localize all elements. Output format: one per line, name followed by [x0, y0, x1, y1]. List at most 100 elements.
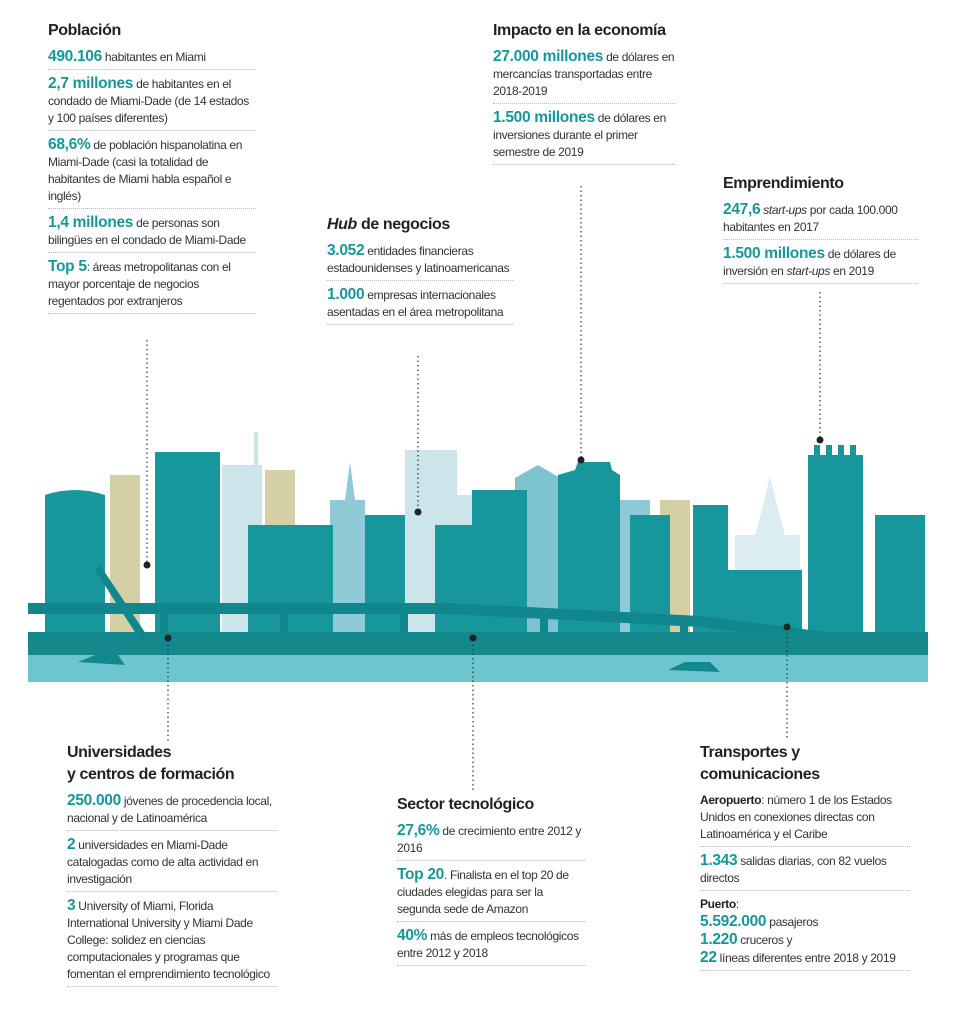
- text-line: 3.052 entidades financieras estadouniden…: [327, 242, 513, 277]
- text: Hub: [327, 216, 357, 233]
- figure: 2: [67, 836, 76, 853]
- text: universidades en Miami-Dade catalogadas …: [67, 838, 259, 886]
- text-line: 27,6% de crecimiento entre 2012 y 2016: [397, 822, 585, 857]
- figure: 3.052: [327, 242, 365, 259]
- text: Impacto en la economía: [493, 22, 666, 39]
- text: cruceros y: [737, 933, 793, 947]
- section: Población 490.106 habitantes en Miami 2,7 …: [48, 20, 256, 317]
- text-line: y centros de formación: [67, 764, 277, 786]
- text: pasajeros: [766, 915, 819, 929]
- text: empresas internacionales asentadas en el…: [327, 288, 504, 319]
- section-title: Hub de negocios: [327, 214, 513, 236]
- section-title: Población: [48, 20, 256, 42]
- text: Transportes y comunicaciones: [700, 744, 820, 783]
- section-title: Sector tecnológico: [397, 794, 585, 816]
- text: de población hispanolatina en Miami-Dade…: [48, 138, 243, 203]
- text-line: Top 20. Finalista en el top 20 de ciudad…: [397, 866, 585, 918]
- text: de personas son bilingües en el condado …: [48, 216, 246, 247]
- text: University of Miami, Florida Internation…: [67, 899, 270, 981]
- figure: 68,6%: [48, 136, 91, 153]
- text-line: 1.000 empresas internacionales asentadas…: [327, 286, 513, 321]
- figure: 1.220: [700, 931, 738, 948]
- section: Sector tecnológico 27,6% de crecimiento e…: [397, 794, 585, 969]
- text: entidades financieras estadounidenses y …: [327, 244, 510, 275]
- text: más de empleos tecnológicos entre 2012 y…: [397, 929, 579, 960]
- fact: 1,4 millones de personas son bilingües e…: [48, 212, 256, 253]
- text-line: 490.106 habitantes en Miami: [48, 48, 256, 66]
- figure: 1.500 millones: [493, 109, 595, 126]
- fact: Aeropuerto: número 1 de los Estados Unid…: [700, 790, 910, 847]
- text: : número 1 de los Estados Unidos en cone…: [700, 793, 892, 841]
- text: start-ups: [763, 203, 807, 217]
- figure: 1.343: [700, 852, 738, 869]
- text-line: 5.592.000 pasajeros: [700, 913, 910, 931]
- section: Impacto en la economía 27.000 millones de…: [493, 20, 675, 168]
- boat: [78, 655, 125, 665]
- text: start-ups: [786, 264, 831, 278]
- fact: Puerto: 5.592.000 pasajeros 1.220 cruceros…: [700, 894, 910, 971]
- figure: 1,4 millones: [48, 214, 134, 231]
- text: Universidades: [67, 744, 172, 761]
- figure: 27,6%: [397, 822, 440, 839]
- text: . Finalista en el top 20 de ciudades ele…: [397, 868, 569, 916]
- section-title: Transportes y comunicaciones: [700, 742, 910, 786]
- fact: Top 20. Finalista en el top 20 de ciudad…: [397, 864, 585, 922]
- text-line: 1.500 millones de dólares de inversión e…: [723, 245, 918, 280]
- text: Población: [48, 22, 121, 39]
- text-line: 2 universidades en Miami-Dade catalogada…: [67, 836, 277, 888]
- section: Hub de negocios 3.052 entidades financier…: [327, 214, 513, 328]
- text: :: [735, 897, 739, 911]
- text: Emprendimiento: [723, 175, 844, 192]
- fact: Top 5: áreas metropolitanas con el mayor…: [48, 256, 256, 314]
- text: en 2019: [830, 264, 874, 278]
- text-line: Impacto en la economía: [493, 20, 675, 42]
- text-line: 2,7 millones de habitantes en el condado…: [48, 75, 256, 127]
- text: Sector tecnológico: [397, 796, 534, 813]
- text-line: 1.343 salidas diarias, con 82 vuelos dir…: [700, 852, 910, 887]
- figure: 5.592.000: [700, 913, 767, 930]
- fact: 1.500 millones de dólares en inversiones…: [493, 107, 675, 165]
- text-line: 68,6% de población hispanolatina en Miam…: [48, 136, 256, 205]
- text-line: Población: [48, 20, 256, 42]
- figure: Top 5: [48, 258, 87, 275]
- figure: 490.106: [48, 48, 102, 65]
- fact: 3 University of Miami, Florida Internati…: [67, 895, 277, 987]
- text: de habitantes en el condado de Miami-Dad…: [48, 77, 249, 125]
- figure: 1.500 millones: [723, 245, 825, 262]
- text: de dólares de inversión en: [723, 247, 896, 278]
- figure: 27.000 millones: [493, 48, 604, 65]
- fact: 1.500 millones de dólares de inversión e…: [723, 243, 918, 284]
- section: Universidades y centros de formación 250.0…: [67, 742, 277, 990]
- fact: 1.000 empresas internacionales asentadas…: [327, 284, 513, 325]
- text: jóvenes de procedencia local, nacional y…: [67, 794, 272, 825]
- text: Puerto: [700, 897, 736, 911]
- fact: 490.106 habitantes en Miami: [48, 46, 256, 70]
- figure: 1.000: [327, 286, 365, 303]
- fact: 3.052 entidades financieras estadouniden…: [327, 240, 513, 281]
- section: Transportes y comunicaciones Aeropuerto: …: [700, 742, 910, 974]
- figure: 247,6: [723, 201, 761, 218]
- fact: 27.000 millones de dólares en mercancías…: [493, 46, 675, 104]
- text-line: 22 líneas diferentes entre 2018 y 2019: [700, 949, 910, 967]
- figure: 250.000: [67, 792, 121, 809]
- text-line: 1.500 millones de dólares en inversiones…: [493, 109, 675, 161]
- text: y centros de formación: [67, 766, 235, 783]
- text: Aeropuerto: [700, 793, 762, 807]
- text-line: 1,4 millones de personas son bilingües e…: [48, 214, 256, 249]
- fact: 1.343 salidas diarias, con 82 vuelos dir…: [700, 850, 910, 891]
- fact: 247,6 start-ups por cada 100.000 habitan…: [723, 199, 918, 240]
- fact: 250.000 jóvenes de procedencia local, na…: [67, 790, 277, 831]
- text: líneas diferentes entre 2018 y 2019: [716, 951, 896, 965]
- fact: 27,6% de crecimiento entre 2012 y 2016: [397, 820, 585, 861]
- section: Emprendimiento 247,6 start-ups por cada 1…: [723, 173, 918, 287]
- section-title: Universidades y centros de formación: [67, 742, 277, 786]
- leader-lines: [146, 186, 821, 792]
- text: de negocios: [356, 216, 450, 233]
- text: de dólares en inversiones durante el pri…: [493, 111, 666, 159]
- water: [28, 655, 928, 682]
- text-line: 27.000 millones de dólares en mercancías…: [493, 48, 675, 100]
- text-line: Universidades: [67, 742, 277, 764]
- text-line: Top 5: áreas metropolitanas con el mayor…: [48, 258, 256, 310]
